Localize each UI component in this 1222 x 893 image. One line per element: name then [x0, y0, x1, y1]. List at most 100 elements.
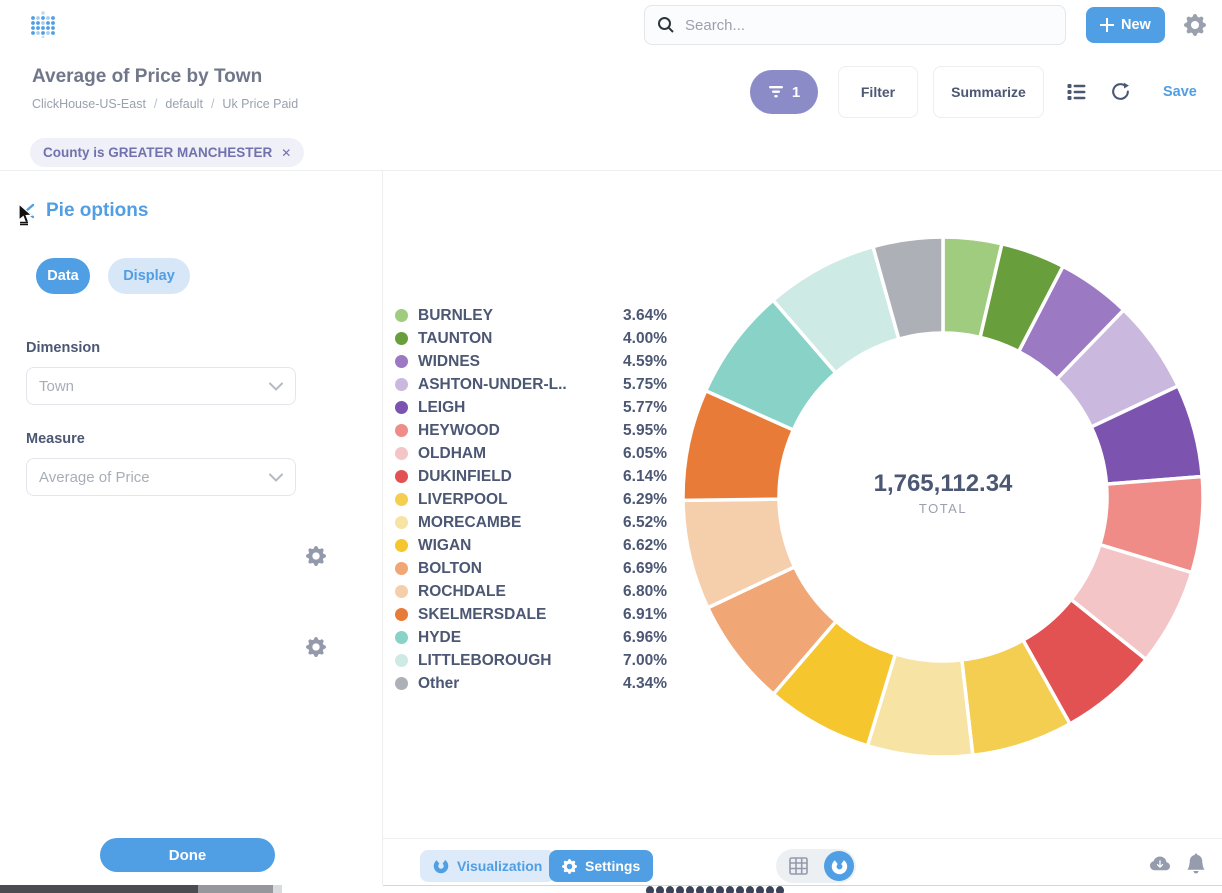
- legend-label: HYDE: [418, 628, 462, 646]
- sidebar-heading: Pie options: [46, 200, 149, 221]
- legend-dot: [395, 332, 408, 345]
- legend-dot: [395, 470, 408, 483]
- legend-item[interactable]: OLDHAM 6.05%: [395, 442, 667, 465]
- legend-item[interactable]: WIDNES 4.59%: [395, 350, 667, 373]
- filter-chip-row: County is GREATER MANCHESTER ✕: [0, 126, 1222, 171]
- legend-dot: [395, 424, 408, 437]
- pie-slice[interactable]: [870, 235, 945, 342]
- filter-count: 1: [791, 83, 801, 101]
- legend-percent: 6.52%: [623, 513, 667, 531]
- legend-percent: 6.80%: [623, 582, 667, 600]
- settings-label: Settings: [585, 858, 641, 874]
- measure-label: Measure: [26, 431, 85, 447]
- tab-display[interactable]: Display: [108, 258, 190, 294]
- legend-item[interactable]: HYDE 6.96%: [395, 626, 667, 649]
- legend-dot: [395, 631, 408, 644]
- breadcrumb-database[interactable]: ClickHouse-US-East: [32, 97, 146, 111]
- legend-item[interactable]: ASHTON-UNDER-L.. 5.75%: [395, 373, 667, 396]
- bottom-gray-segment: [198, 885, 273, 893]
- legend-item[interactable]: TAUNTON 4.00%: [395, 327, 667, 350]
- dimension-label: Dimension: [26, 340, 101, 356]
- legend-item[interactable]: MORECAMBE 6.52%: [395, 511, 667, 534]
- search-input[interactable]: [685, 16, 1053, 34]
- chart-view-button[interactable]: [824, 851, 854, 881]
- breadcrumb-schema[interactable]: default: [165, 97, 203, 111]
- mouse-cursor: [16, 202, 38, 232]
- legend-item[interactable]: LITTLEBOROUGH 7.00%: [395, 649, 667, 672]
- legend-item[interactable]: BOLTON 6.69%: [395, 557, 667, 580]
- filter-button[interactable]: Filter: [838, 66, 918, 118]
- measure-value: Average of Price: [39, 468, 150, 486]
- legend-item[interactable]: LIVERPOOL 6.29%: [395, 488, 667, 511]
- legend-item[interactable]: Other 4.34%: [395, 672, 667, 695]
- legend-percent: 6.91%: [623, 605, 667, 623]
- top-bar: New: [0, 0, 1222, 50]
- pie-chart-svg: [681, 235, 1205, 759]
- tab-data[interactable]: Data: [36, 258, 90, 294]
- legend-item[interactable]: SKELMERSDALE 6.91%: [395, 603, 667, 626]
- summarize-button[interactable]: Summarize: [933, 66, 1044, 118]
- refresh-button[interactable]: [1110, 81, 1131, 105]
- legend-percent: 6.69%: [623, 559, 667, 577]
- legend-dot: [395, 447, 408, 460]
- legend-label: DUKINFIELD: [418, 467, 512, 485]
- legend-dot: [395, 654, 408, 667]
- visualization-button[interactable]: Visualization: [420, 850, 556, 882]
- legend-percent: 6.29%: [623, 490, 667, 508]
- admin-gear-button[interactable]: [1184, 14, 1206, 39]
- download-button[interactable]: [1148, 854, 1172, 877]
- dimension-settings-button[interactable]: [306, 546, 326, 569]
- legend-percent: 6.96%: [623, 628, 667, 646]
- legend-dot: [395, 539, 408, 552]
- filter-count-pill[interactable]: 1: [750, 70, 818, 114]
- legend-dot: [395, 355, 408, 368]
- done-button[interactable]: Done: [100, 838, 275, 872]
- search-icon: [657, 16, 675, 34]
- gear-icon: [562, 858, 577, 874]
- remove-filter-icon[interactable]: ✕: [281, 145, 292, 160]
- notebook-view-button[interactable]: [1066, 82, 1087, 105]
- legend-item[interactable]: ROCHDALE 6.80%: [395, 580, 667, 603]
- legend-item[interactable]: WIGAN 6.62%: [395, 534, 667, 557]
- pie-options-sidebar: Pie options Data Display Dimension Town …: [0, 171, 383, 885]
- save-button[interactable]: Save: [1163, 84, 1197, 100]
- legend-dot: [395, 401, 408, 414]
- table-view-button[interactable]: [789, 857, 808, 880]
- legend-label: WIGAN: [418, 536, 472, 554]
- plus-icon: [1100, 18, 1114, 32]
- notifications-button[interactable]: [1186, 853, 1206, 877]
- filter-chip-text: County is GREATER MANCHESTER: [43, 145, 273, 160]
- legend-dot: [395, 608, 408, 621]
- pie-chart[interactable]: [668, 222, 1218, 772]
- legend-label: WIDNES: [418, 352, 480, 370]
- bottom-dots-row: [646, 886, 784, 893]
- refresh-icon: [1112, 82, 1129, 100]
- legend-label: ASHTON-UNDER-L..: [418, 375, 567, 393]
- legend-dot: [395, 493, 408, 506]
- bottom-cell-segment: [273, 885, 282, 893]
- legend-percent: 3.64%: [623, 306, 667, 324]
- legend-item[interactable]: BURNLEY 3.64%: [395, 304, 667, 327]
- legend-item[interactable]: DUKINFIELD 6.14%: [395, 465, 667, 488]
- legend-label: OLDHAM: [418, 444, 487, 462]
- legend-percent: 5.75%: [623, 375, 667, 393]
- breadcrumb-table[interactable]: Uk Price Paid: [222, 97, 299, 111]
- measure-select[interactable]: Average of Price: [26, 458, 296, 496]
- table-icon: [789, 857, 808, 875]
- settings-button[interactable]: Settings: [549, 850, 654, 882]
- measure-settings-button[interactable]: [306, 637, 326, 660]
- legend-label: TAUNTON: [418, 329, 493, 347]
- legend-item[interactable]: HEYWOOD 5.95%: [395, 419, 667, 442]
- metabase-logo[interactable]: [30, 10, 56, 43]
- legend-percent: 4.34%: [623, 674, 667, 692]
- legend-percent: 6.14%: [623, 467, 667, 485]
- new-button-label: New: [1121, 17, 1151, 33]
- legend-item[interactable]: LEIGH 5.77%: [395, 396, 667, 419]
- new-button[interactable]: New: [1086, 7, 1165, 43]
- filter-chip[interactable]: County is GREATER MANCHESTER ✕: [30, 138, 305, 167]
- legend-label: LEIGH: [418, 398, 466, 416]
- legend-percent: 7.00%: [623, 651, 667, 669]
- dimension-select[interactable]: Town: [26, 367, 296, 405]
- legend-label: BOLTON: [418, 559, 483, 577]
- search-bar[interactable]: [644, 5, 1066, 45]
